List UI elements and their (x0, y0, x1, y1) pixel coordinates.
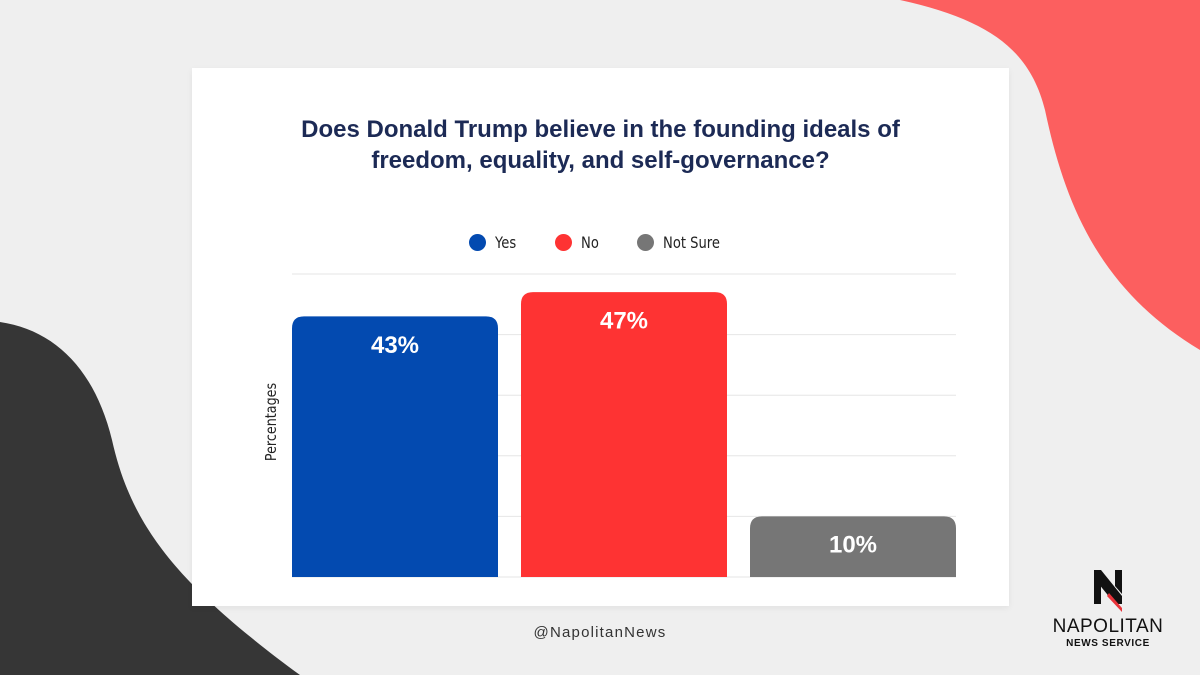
dark-blob-shape (0, 322, 300, 675)
y-axis-label: Percentages (263, 383, 280, 461)
napolitan-n-icon (1094, 570, 1122, 612)
legend-label-not-sure: Not Sure (662, 232, 720, 252)
napolitan-logo: NAPOLITAN NEWS SERVICE (1042, 566, 1174, 650)
chart-legend: Yes No Not Sure (192, 231, 1009, 253)
bar-no (521, 292, 727, 577)
logo-subtitle: NEWS SERVICE (1066, 638, 1150, 649)
bar-label-no: 47% (600, 308, 648, 335)
bar-yes (292, 316, 498, 577)
bars: 43% 47% 10% (292, 292, 956, 577)
chart-title: Does Donald Trump believe in the foundin… (301, 116, 900, 174)
logo-name: NAPOLITAN (1052, 616, 1164, 637)
chart-card: Does Donald Trump believe in the foundin… (192, 68, 1009, 606)
legend-label-yes: Yes (494, 232, 517, 252)
bar-label-not-sure: 10% (829, 532, 877, 559)
coral-blob-shape (900, 0, 1200, 350)
bar-chart: Percentages 43% 47% 10% (263, 273, 956, 578)
social-handle: @NapolitanNews (533, 624, 667, 641)
legend-swatch-not-sure (636, 233, 654, 251)
bar-not-sure (750, 516, 956, 577)
legend-item-yes: Yes (468, 232, 521, 252)
legend-item-not-sure: Not Sure (636, 232, 732, 252)
legend-swatch-no (554, 233, 572, 251)
legend-label-no: No (580, 232, 599, 252)
legend-item-no: No (554, 232, 603, 252)
legend-swatch-yes (468, 233, 486, 251)
bar-label-yes: 43% (371, 332, 419, 359)
